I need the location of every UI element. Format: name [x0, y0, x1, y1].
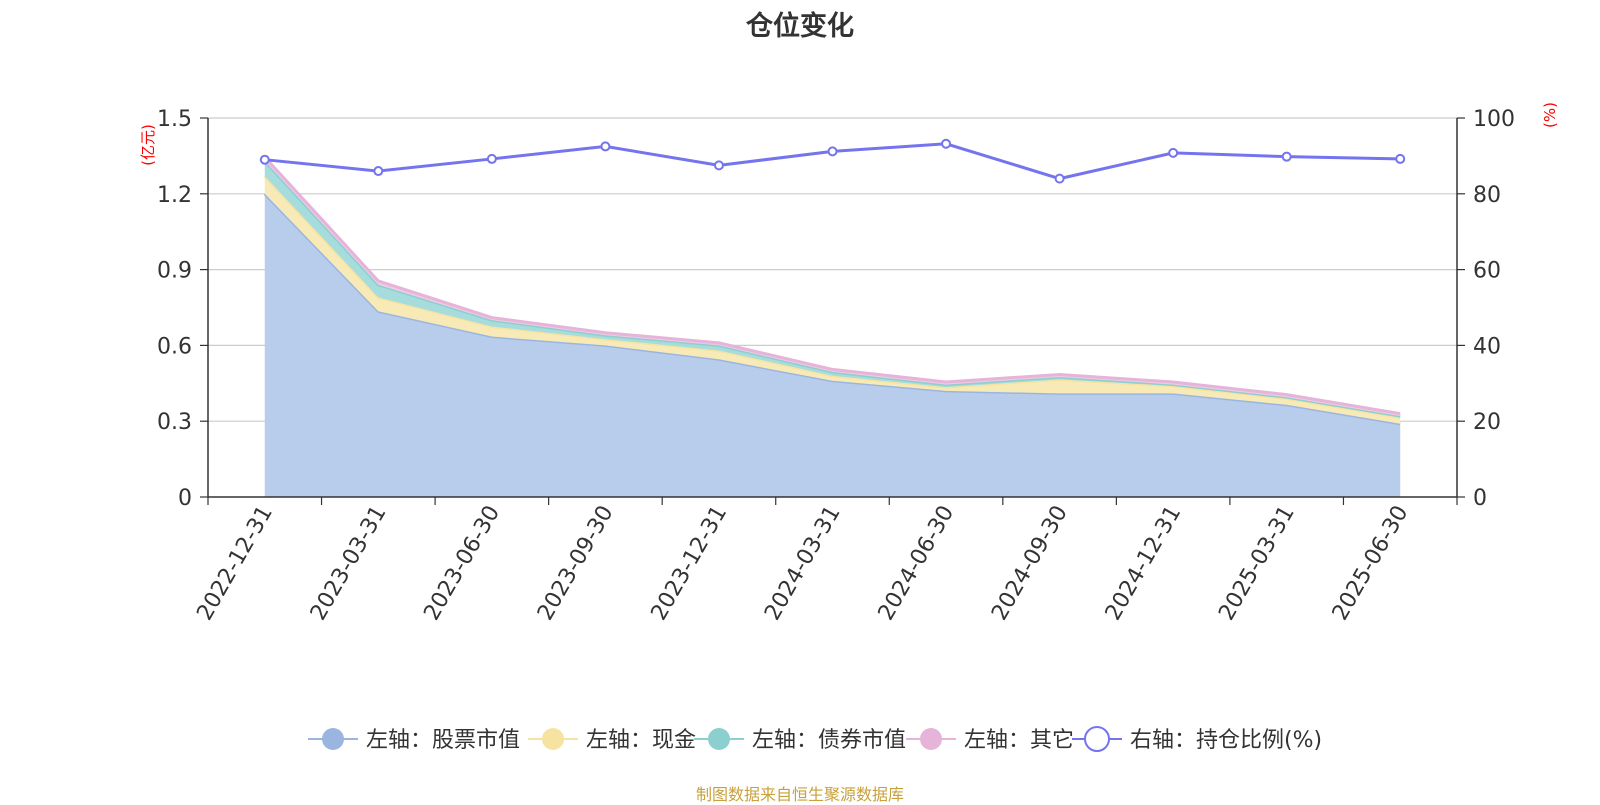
- left-axis-tick-label: 0.3: [157, 410, 192, 435]
- right-axis-tick-label: 60: [1473, 259, 1501, 284]
- x-axis-tick-label: 2022-12-31: [192, 502, 278, 625]
- x-axis-tick-label: 2024-09-30: [987, 502, 1073, 625]
- x-axis-tick-label: 2025-03-31: [1214, 502, 1300, 625]
- left-axis-tick-label: 0: [178, 486, 192, 511]
- legend-label: 左轴：股票市值: [366, 728, 520, 753]
- x-axis-tick-label: 2023-06-30: [419, 502, 505, 625]
- left-axis-tick-label: 1.5: [157, 107, 192, 132]
- legend: 左轴：股票市值 左轴：现金 左轴：债券市值 左轴：其它 右轴：持仓比例(%): [308, 726, 1322, 753]
- ratio-point: [713, 160, 724, 171]
- legend-item: 右轴：持仓比例(%): [1072, 726, 1322, 753]
- ratio-point: [1168, 147, 1179, 158]
- legend-label: 左轴：现金: [586, 728, 696, 753]
- left-axis-unit: (亿元): [139, 124, 157, 166]
- area-series-1: [264, 193, 1401, 498]
- ratio-line: [259, 138, 1406, 184]
- chart-title: 仓位变化: [746, 11, 854, 42]
- legend-item: 左轴：其它: [906, 728, 1074, 753]
- left-axis-tick-label: 0.9: [157, 259, 192, 284]
- ratio-point: [259, 154, 270, 165]
- right-axis-tick-label: 0: [1473, 486, 1487, 511]
- ratio-point: [827, 146, 838, 157]
- ratio-point: [600, 141, 611, 152]
- area-edge-series-4: [263, 156, 1401, 416]
- ratio-point: [1395, 153, 1406, 164]
- legend-marker-icon: [708, 728, 730, 750]
- ratio-point: [373, 166, 384, 177]
- legend-label: 左轴：债券市值: [752, 728, 906, 753]
- right-axis-unit: (%): [1541, 102, 1559, 128]
- ratio-point: [941, 138, 952, 149]
- x-axis-tick-label: 2024-03-31: [760, 502, 846, 625]
- stacked-areas: [263, 156, 1401, 498]
- source-note: 制图数据来自恒生聚源数据库: [695, 785, 904, 804]
- x-axis-tick-label: 2024-06-30: [874, 501, 960, 624]
- legend-marker-icon: [1084, 726, 1110, 752]
- x-axis-tick-label: 2023-12-31: [647, 502, 733, 625]
- left-axis-tick-label: 1.2: [157, 183, 192, 208]
- right-axis-tick-label: 40: [1473, 334, 1501, 359]
- right-axis-tick-label: 100: [1473, 107, 1515, 132]
- legend-item: 左轴：股票市值: [308, 728, 520, 753]
- ratio-point: [1054, 173, 1065, 184]
- legend-label: 左轴：其它: [964, 728, 1074, 753]
- left-axis-tick-label: 0.6: [157, 334, 192, 359]
- legend-marker-icon: [322, 728, 344, 750]
- x-axis-tick-label: 2023-09-30: [533, 502, 619, 625]
- x-axis-tick-label: 2024-12-31: [1101, 502, 1187, 625]
- legend-marker-icon: [542, 728, 564, 750]
- ratio-point: [1281, 151, 1292, 162]
- x-axis-tick-label: 2023-03-31: [306, 502, 392, 625]
- legend-label: 右轴：持仓比例(%): [1130, 728, 1322, 753]
- legend-marker-icon: [920, 728, 942, 750]
- x-axis-tick-label: 2025-06-30: [1328, 502, 1414, 625]
- legend-item: 左轴：债券市值: [694, 728, 906, 753]
- right-axis-tick-label: 80: [1473, 183, 1501, 208]
- right-axis-tick-label: 20: [1473, 410, 1501, 435]
- ratio-point: [486, 153, 497, 164]
- legend-item: 左轴：现金: [528, 728, 696, 753]
